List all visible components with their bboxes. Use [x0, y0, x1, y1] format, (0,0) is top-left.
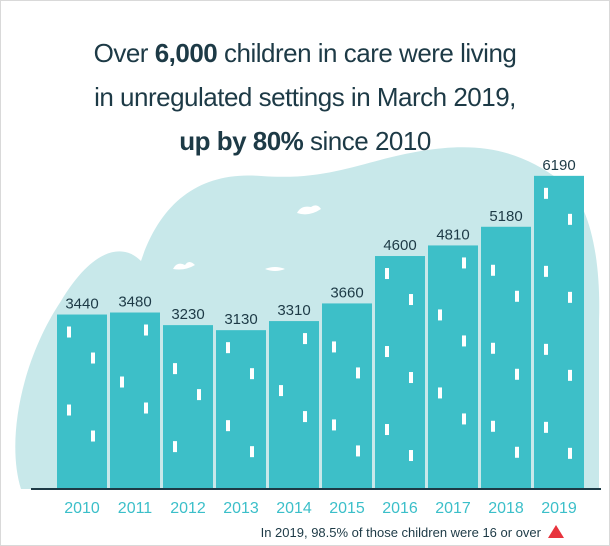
bar [322, 303, 372, 488]
value-label: 5180 [489, 208, 522, 225]
window [544, 187, 548, 199]
window [409, 450, 413, 462]
title-line: up by 80% since 2010 [1, 119, 609, 163]
window [568, 369, 572, 381]
window [197, 389, 201, 401]
window [385, 268, 389, 280]
window [438, 387, 442, 399]
x-tick-label: 2017 [435, 500, 471, 517]
value-label: 3230 [171, 306, 204, 323]
window [356, 445, 360, 457]
value-label: 4600 [383, 237, 416, 254]
window [250, 446, 254, 458]
value-label: 6190 [542, 157, 575, 174]
window [462, 413, 466, 425]
window [250, 368, 254, 380]
window [144, 324, 148, 336]
x-tick-label: 2019 [541, 500, 577, 517]
title-text: since 2010 [310, 126, 431, 156]
window [385, 424, 389, 436]
window [544, 421, 548, 433]
window [544, 265, 548, 277]
title-text: up by 80% [179, 126, 304, 156]
bar [375, 256, 425, 488]
window [491, 342, 495, 354]
window [515, 446, 519, 458]
window [409, 294, 413, 306]
cloud [265, 267, 285, 271]
title-text: Over [93, 38, 149, 68]
bar [481, 226, 531, 488]
window [568, 447, 572, 459]
window [409, 372, 413, 384]
window [67, 326, 71, 338]
window [568, 291, 572, 303]
title-text: in unregulated settings in March 2019, [94, 82, 516, 112]
window [438, 309, 442, 321]
window [544, 343, 548, 355]
bar [110, 312, 160, 488]
window [303, 333, 307, 345]
x-tick-label: 2016 [382, 500, 418, 517]
window [332, 341, 336, 353]
value-label: 3310 [277, 302, 310, 319]
window [91, 352, 95, 364]
x-tick-label: 2010 [64, 500, 100, 517]
value-label: 3440 [65, 296, 98, 313]
window [279, 385, 283, 397]
window [144, 402, 148, 414]
window [491, 420, 495, 432]
window [462, 257, 466, 269]
title-line: in unregulated settings in March 2019, [1, 75, 609, 119]
cloud [173, 262, 195, 270]
footnote: In 2019, 98.5% of those children were 16… [261, 525, 542, 540]
x-tick-label: 2015 [329, 500, 365, 517]
title-text: children in care were living [224, 38, 517, 68]
title: Over 6,000 children in care were living i… [1, 31, 609, 163]
window [515, 290, 519, 302]
window [226, 420, 230, 432]
value-label: 4810 [436, 226, 469, 243]
x-tick-label: 2011 [118, 500, 153, 517]
bar [428, 245, 478, 488]
window [356, 367, 360, 379]
bar [269, 321, 319, 488]
value-label: 3130 [224, 311, 257, 328]
window [462, 335, 466, 347]
window [568, 213, 572, 225]
value-label: 3480 [118, 294, 151, 311]
title-text: 6,000 [154, 38, 218, 68]
window [173, 363, 177, 375]
bar [163, 325, 213, 488]
window [491, 264, 495, 276]
window [67, 404, 71, 416]
x-tick-label: 2014 [276, 500, 312, 517]
window [120, 376, 124, 388]
x-tick-label: 2018 [488, 500, 524, 517]
x-tick-label: 2013 [223, 500, 259, 517]
title-line: Over 6,000 children in care were living [1, 31, 609, 75]
window [385, 346, 389, 358]
window [303, 411, 307, 423]
window [226, 342, 230, 354]
bar [216, 330, 266, 488]
window [173, 441, 177, 453]
cloud [297, 205, 321, 215]
window [515, 368, 519, 380]
value-label: 3660 [330, 284, 363, 301]
window [91, 430, 95, 442]
x-tick-label: 2012 [170, 500, 206, 517]
triangle-icon [548, 525, 564, 538]
bar [534, 175, 584, 488]
bar [57, 314, 107, 488]
window [332, 419, 336, 431]
